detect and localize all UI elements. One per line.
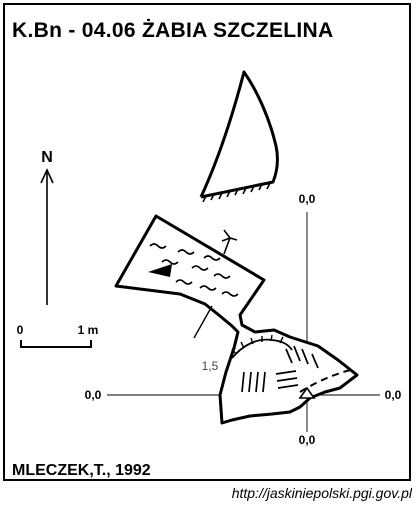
main-cave-outline — [114, 214, 359, 425]
rubble-hatching — [241, 345, 319, 393]
survey-station-icon — [298, 386, 316, 399]
north-label: N — [41, 149, 53, 166]
map-title: K.Bn - 04.06 ŻABIA SZCZELINA — [12, 19, 334, 42]
axis-label-right: 0,0 — [385, 388, 402, 402]
survey-leader-line — [193, 305, 213, 339]
upper-cave-section — [199, 70, 279, 203]
slope-arrow — [221, 229, 238, 255]
water-symbols — [149, 243, 239, 297]
depth-label: 1,5 — [202, 359, 219, 373]
scale-start-label: 0 — [17, 323, 24, 337]
internal-ledge — [231, 334, 293, 359]
axis-label-top: 0,0 — [299, 192, 316, 206]
north-arrow: N — [40, 149, 54, 305]
source-url: http://jaskiniepolski.pgi.gov.pl — [231, 485, 412, 501]
map-frame — [3, 3, 411, 481]
axis-label-left: 0,0 — [85, 388, 102, 402]
scale-end-label: 1 m — [78, 323, 99, 337]
map-author: MLECZEK,T., 1992 — [12, 462, 151, 479]
passage-dashed-line — [299, 368, 355, 393]
scale-bar: 0 1 m — [17, 323, 99, 348]
entrance-symbol — [148, 264, 172, 277]
axis-label-bottom: 0,0 — [299, 433, 316, 447]
